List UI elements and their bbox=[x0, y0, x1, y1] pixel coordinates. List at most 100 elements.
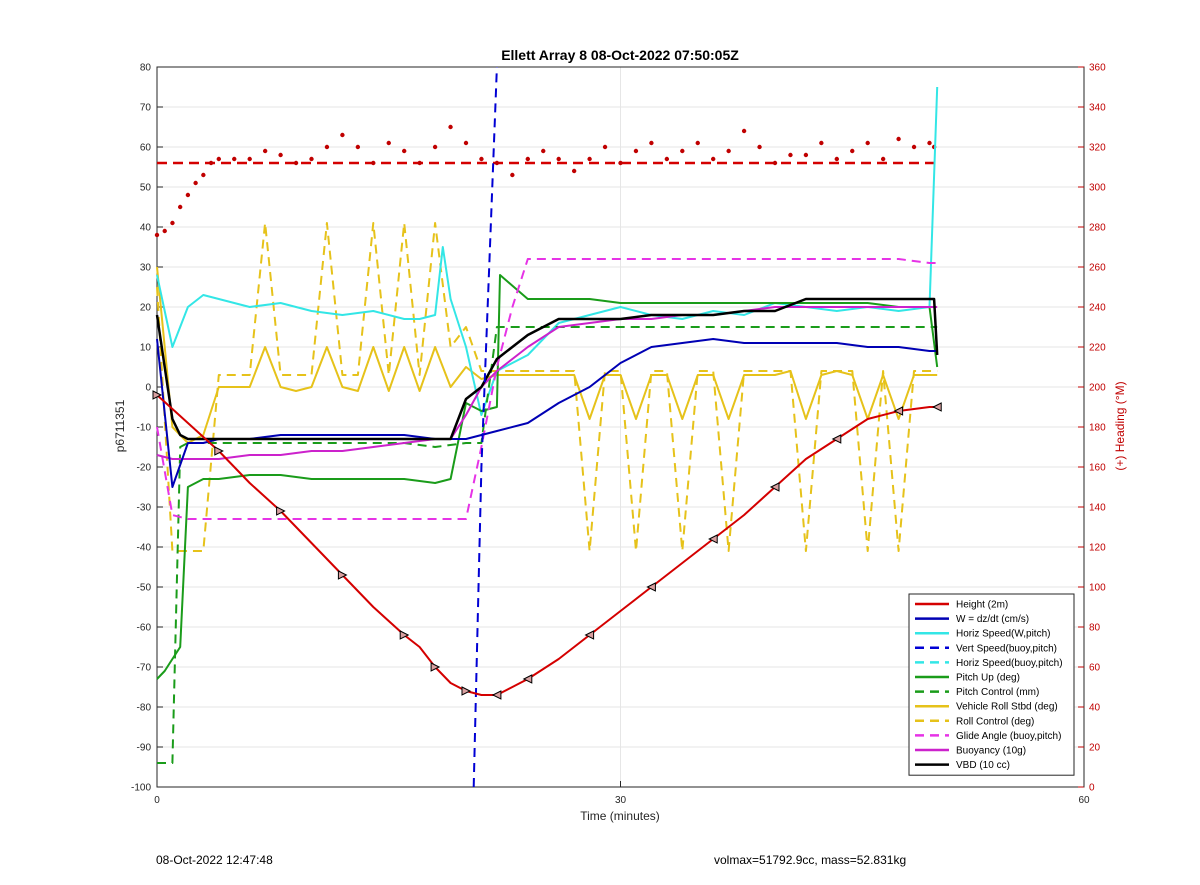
tick-label-y2: 80 bbox=[1089, 623, 1101, 634]
tick-label-y: -10 bbox=[137, 423, 152, 434]
heading-point bbox=[602, 144, 608, 150]
series-line bbox=[156, 86, 939, 416]
heading-point bbox=[819, 140, 824, 146]
tick-label-y: -60 bbox=[137, 623, 152, 634]
heading-point bbox=[216, 156, 221, 162]
heading-point bbox=[803, 152, 809, 158]
tick-label-y2: 140 bbox=[1089, 503, 1106, 514]
tick-label-y2: 300 bbox=[1089, 183, 1106, 194]
tick-label-y2: 40 bbox=[1089, 703, 1101, 714]
heading-point bbox=[494, 160, 500, 166]
tick-label-y: 80 bbox=[140, 63, 152, 74]
heading-point bbox=[741, 128, 747, 134]
heading-point bbox=[788, 152, 793, 158]
tick-label-y: -50 bbox=[137, 583, 152, 594]
legend-label: Vehicle Roll Stbd (deg) bbox=[956, 702, 1058, 713]
tick-label-y2: 100 bbox=[1089, 583, 1106, 594]
tick-label-y: -30 bbox=[137, 503, 152, 514]
heading-point bbox=[525, 156, 530, 162]
height-marker bbox=[708, 534, 718, 544]
legend-label: Roll Control (deg) bbox=[956, 716, 1034, 727]
tick-label-y2: 320 bbox=[1089, 143, 1106, 154]
heading-point bbox=[154, 232, 160, 238]
tick-label-y2: 120 bbox=[1089, 543, 1106, 554]
height-marker bbox=[831, 434, 842, 444]
legend-label: Height (2m) bbox=[956, 600, 1008, 611]
footer-volmax-mass: volmax=51792.9cc, mass=52.831kg bbox=[714, 853, 907, 867]
tick-label-y2: 20 bbox=[1089, 743, 1101, 754]
heading-point bbox=[208, 160, 214, 166]
heading-point bbox=[850, 148, 855, 154]
y-axis-label: p6711351 bbox=[113, 399, 127, 452]
height-marker bbox=[214, 446, 224, 456]
legend-label: Glide Angle (buoy,pitch) bbox=[956, 731, 1061, 742]
height-marker bbox=[491, 690, 502, 700]
tick-label-y2: 60 bbox=[1089, 663, 1101, 674]
heading-point bbox=[340, 132, 345, 138]
heading-point bbox=[510, 172, 515, 178]
heading-point bbox=[865, 140, 870, 146]
heading-point bbox=[293, 160, 299, 166]
tick-label-y2: 200 bbox=[1089, 383, 1106, 394]
tick-label-y: 20 bbox=[140, 303, 152, 314]
heading-point bbox=[649, 140, 654, 146]
heading-point bbox=[201, 172, 206, 178]
heading-point bbox=[232, 156, 237, 162]
heading-point bbox=[193, 180, 198, 186]
heading-point bbox=[463, 140, 469, 146]
height-marker bbox=[276, 506, 286, 516]
heading-point bbox=[711, 156, 716, 162]
heading-point bbox=[896, 136, 901, 142]
heading-point bbox=[355, 144, 361, 150]
series-line bbox=[157, 326, 938, 764]
tick-label-y: 0 bbox=[145, 383, 151, 394]
heading-point bbox=[541, 148, 546, 154]
tick-label-y: -40 bbox=[137, 543, 152, 554]
tick-label-y2: 220 bbox=[1089, 343, 1106, 354]
tick-label-x: 30 bbox=[615, 795, 627, 806]
heading-point bbox=[247, 156, 252, 162]
heading-point bbox=[618, 160, 623, 166]
footer-timestamp: 08-Oct-2022 12:47:48 bbox=[156, 853, 273, 867]
tick-label-y2: 360 bbox=[1089, 63, 1106, 74]
heading-point bbox=[633, 148, 639, 154]
heading-point bbox=[664, 156, 670, 162]
height-marker bbox=[152, 390, 163, 400]
height-marker bbox=[522, 674, 533, 684]
tick-label-y: 70 bbox=[140, 103, 152, 114]
heading-point bbox=[571, 168, 577, 174]
heading-point bbox=[587, 156, 592, 162]
legend-label: VBD (10 cc) bbox=[956, 760, 1010, 771]
height-marker bbox=[769, 482, 780, 492]
x-axis-label: Time (minutes) bbox=[580, 809, 660, 823]
heading-layer bbox=[154, 124, 938, 238]
heading-point bbox=[927, 140, 932, 146]
height-marker bbox=[399, 630, 410, 640]
heading-point bbox=[556, 156, 561, 162]
heading-point bbox=[695, 140, 700, 146]
legend-box bbox=[908, 593, 1075, 776]
tick-label-x: 0 bbox=[154, 795, 160, 806]
heading-point bbox=[726, 148, 731, 154]
heading-point bbox=[757, 144, 762, 150]
tick-label-y2: 160 bbox=[1089, 463, 1106, 474]
height-marker bbox=[461, 686, 472, 696]
heading-point bbox=[417, 160, 422, 166]
height-marker bbox=[430, 662, 441, 672]
heading-point bbox=[371, 160, 376, 166]
tick-label-y2: 0 bbox=[1089, 783, 1095, 794]
heading-point bbox=[185, 192, 191, 198]
heading-point bbox=[448, 124, 453, 130]
heading-point bbox=[834, 156, 839, 162]
series-line bbox=[155, 297, 939, 441]
series-line bbox=[156, 222, 938, 552]
series-line bbox=[472, 66, 498, 788]
legend-label: Vert Speed(buoy,pitch) bbox=[956, 643, 1057, 654]
tick-label-y: -20 bbox=[137, 463, 152, 474]
chart-title: Ellett Array 8 08-Oct-2022 07:50:05Z bbox=[501, 47, 739, 63]
height-marker bbox=[584, 630, 595, 640]
tick-label-y: -100 bbox=[131, 783, 151, 794]
height-marker bbox=[893, 406, 904, 416]
tick-label-y: 50 bbox=[140, 183, 152, 194]
series-line bbox=[156, 306, 938, 460]
